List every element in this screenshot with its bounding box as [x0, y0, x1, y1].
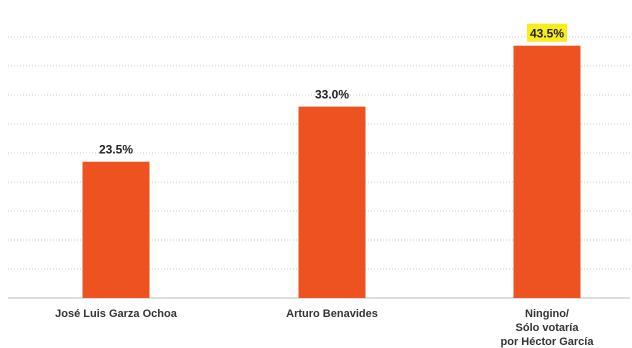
category-label: Arturo Benavides: [286, 308, 378, 320]
category-label: Sólo votaría: [516, 322, 580, 334]
category-label: por Héctor García: [501, 336, 595, 348]
data-label: 23.5%: [99, 143, 133, 157]
bar: [513, 45, 581, 299]
data-labels: 23.5% 33.0% 43.5%: [99, 23, 567, 157]
data-label: 33.0%: [315, 88, 349, 102]
bars: [82, 45, 581, 299]
category-label: José Luis Garza Ochoa: [55, 308, 178, 320]
category-labels: José Luis Garza Ochoa Arturo Benavides Nin…: [55, 308, 594, 348]
data-label: 43.5%: [530, 27, 564, 41]
bar: [298, 106, 366, 298]
data-label-highlight: [527, 23, 567, 42]
bar: [82, 161, 150, 298]
category-label: Ningino/: [525, 308, 569, 320]
